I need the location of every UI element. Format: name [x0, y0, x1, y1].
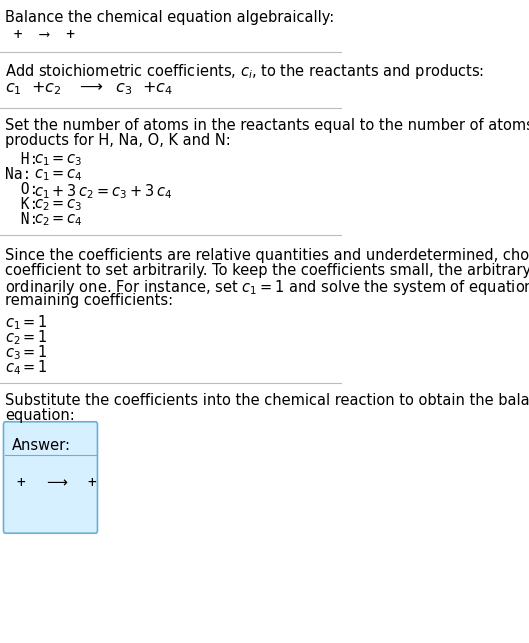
Text: +  $\longrightarrow$  +: + $\longrightarrow$ +	[8, 475, 98, 490]
Text: +  ⟶  +: + ⟶ +	[5, 27, 84, 42]
Text: $c_1 = c_4$: $c_1 = c_4$	[34, 167, 83, 183]
Text: Set the number of atoms in the reactants equal to the number of atoms in the: Set the number of atoms in the reactants…	[5, 118, 529, 133]
Text: $c_1 = c_3$: $c_1 = c_3$	[34, 152, 83, 168]
Text: Na:: Na:	[5, 167, 31, 182]
Text: Substitute the coefficients into the chemical reaction to obtain the balanced: Substitute the coefficients into the che…	[5, 393, 529, 408]
Text: $c_1 = 1$: $c_1 = 1$	[5, 313, 48, 332]
Text: $c_2 = c_4$: $c_2 = c_4$	[34, 212, 83, 228]
Text: O:: O:	[12, 182, 38, 197]
Text: $c_2 = 1$: $c_2 = 1$	[5, 328, 48, 347]
Text: Add stoichiometric coefficients, $c_i$, to the reactants and products:: Add stoichiometric coefficients, $c_i$, …	[5, 62, 485, 81]
Text: H:: H:	[12, 152, 38, 167]
Text: K:: K:	[12, 197, 38, 212]
Text: products for H, Na, O, K and N:: products for H, Na, O, K and N:	[5, 133, 231, 148]
Text: $c_1$  +$c_2$   $\longrightarrow$  $c_3$  +$c_4$: $c_1$ +$c_2$ $\longrightarrow$ $c_3$ +$c…	[5, 80, 174, 96]
Text: Since the coefficients are relative quantities and underdetermined, choose a: Since the coefficients are relative quan…	[5, 248, 529, 263]
Text: equation:: equation:	[5, 408, 75, 423]
Text: $c_1 + 3\,c_2 = c_3 + 3\,c_4$: $c_1 + 3\,c_2 = c_3 + 3\,c_4$	[34, 182, 172, 201]
Text: ordinarily one. For instance, set $c_1 = 1$ and solve the system of equations fo: ordinarily one. For instance, set $c_1 =…	[5, 278, 529, 297]
Text: Answer:: Answer:	[12, 438, 71, 453]
Text: coefficient to set arbitrarily. To keep the coefficients small, the arbitrary va: coefficient to set arbitrarily. To keep …	[5, 263, 529, 278]
Text: $c_3 = 1$: $c_3 = 1$	[5, 343, 48, 362]
Text: N:: N:	[12, 212, 38, 227]
Text: remaining coefficients:: remaining coefficients:	[5, 293, 174, 308]
FancyBboxPatch shape	[4, 422, 97, 533]
Text: $c_4 = 1$: $c_4 = 1$	[5, 358, 48, 377]
Text: Balance the chemical equation algebraically:: Balance the chemical equation algebraica…	[5, 10, 334, 25]
Text: $c_2 = c_3$: $c_2 = c_3$	[34, 197, 83, 213]
